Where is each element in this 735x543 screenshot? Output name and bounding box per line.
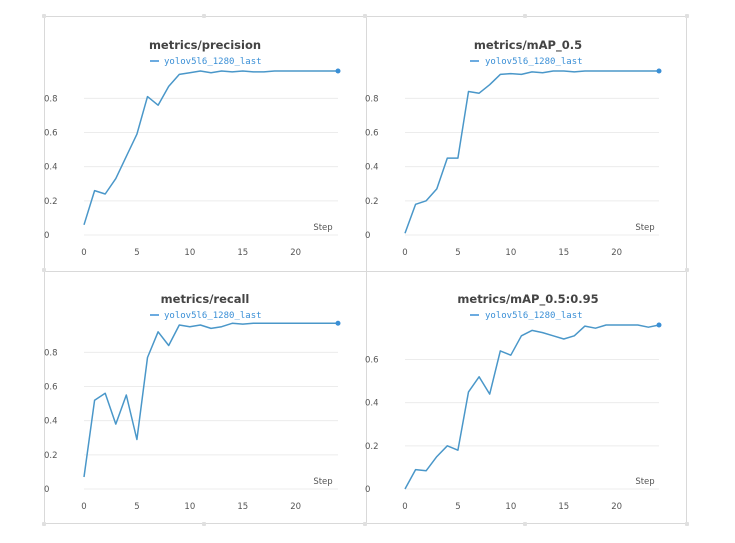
x-tick-label: 5 bbox=[455, 248, 460, 258]
y-tick-label: 0.6 bbox=[365, 356, 379, 366]
x-tick-label: 0 bbox=[81, 502, 86, 512]
y-tick-label: 0.4 bbox=[365, 163, 379, 173]
chart-title: metrics/recall bbox=[161, 292, 250, 306]
x-tick-label: 5 bbox=[134, 502, 139, 512]
resize-handle[interactable] bbox=[685, 522, 689, 526]
x-tick-label: 5 bbox=[134, 248, 139, 258]
series-line bbox=[404, 70, 659, 234]
x-tick-label: 10 bbox=[184, 248, 195, 258]
y-tick-label: 0.2 bbox=[44, 197, 58, 207]
x-axis-label: Step bbox=[313, 223, 332, 233]
resize-handle[interactable] bbox=[42, 268, 46, 272]
x-tick-label: 15 bbox=[237, 502, 248, 512]
series-end-point bbox=[656, 68, 662, 74]
x-tick-label: 10 bbox=[505, 502, 516, 512]
resize-handle[interactable] bbox=[202, 14, 206, 18]
resize-handle[interactable] bbox=[202, 522, 206, 526]
series-end-point bbox=[656, 322, 662, 328]
series-line bbox=[83, 70, 338, 226]
x-tick-label: 15 bbox=[558, 248, 569, 258]
resize-handle[interactable] bbox=[42, 522, 46, 526]
chart-panel-3: metrics/recall yolov5l6_1280_last 0 0.2 0.4 0… bbox=[44, 292, 341, 512]
y-tick-label: 0.2 bbox=[365, 197, 379, 207]
legend-label: yolov5l6_1280_last bbox=[164, 311, 262, 321]
series-end-point bbox=[335, 320, 341, 326]
y-tick-label: 0 bbox=[44, 231, 49, 241]
chart-title: metrics/mAP_0.5:0.95 bbox=[457, 292, 598, 307]
x-axis-label: Step bbox=[313, 477, 332, 487]
x-tick-label: 15 bbox=[237, 248, 248, 258]
y-tick-label: 0.6 bbox=[365, 129, 379, 139]
chart-title: metrics/mAP_0.5 bbox=[474, 38, 582, 53]
x-tick-label: 20 bbox=[611, 248, 622, 258]
y-tick-label: 0.8 bbox=[44, 348, 58, 358]
x-tick-label: 20 bbox=[611, 502, 622, 512]
x-tick-label: 10 bbox=[184, 502, 195, 512]
chart-panel-1: metrics/precision yolov5l6_1280_last 0 0.2 0… bbox=[44, 38, 341, 258]
panel-divider-vertical bbox=[366, 17, 367, 523]
chart-panel-4: metrics/mAP_0.5:0.95 yolov5l6_1280_last 0 0… bbox=[365, 292, 662, 512]
resize-handle[interactable] bbox=[523, 14, 527, 18]
x-tick-label: 5 bbox=[455, 502, 460, 512]
series-line bbox=[83, 322, 338, 478]
resize-handle[interactable] bbox=[363, 14, 367, 18]
x-tick-label: 0 bbox=[402, 502, 407, 512]
y-tick-label: 0.4 bbox=[44, 163, 58, 173]
y-tick-label: 0.8 bbox=[365, 94, 379, 104]
legend-label: yolov5l6_1280_last bbox=[164, 57, 262, 67]
resize-handle[interactable] bbox=[523, 522, 527, 526]
y-tick-label: 0.4 bbox=[44, 417, 58, 427]
x-tick-label: 20 bbox=[290, 248, 301, 258]
x-tick-label: 10 bbox=[505, 248, 516, 258]
x-tick-label: 0 bbox=[402, 248, 407, 258]
legend-label: yolov5l6_1280_last bbox=[485, 311, 583, 321]
series-end-point bbox=[335, 68, 341, 74]
resize-handle[interactable] bbox=[42, 14, 46, 18]
legend-label: yolov5l6_1280_last bbox=[485, 57, 583, 67]
y-tick-label: 0 bbox=[365, 231, 370, 241]
series-line bbox=[404, 324, 660, 490]
y-tick-label: 0.2 bbox=[365, 442, 379, 452]
resize-handle[interactable] bbox=[685, 268, 689, 272]
y-tick-label: 0.8 bbox=[44, 94, 58, 104]
panel-divider-horizontal bbox=[45, 271, 686, 272]
resize-handle[interactable] bbox=[363, 522, 367, 526]
x-tick-label: 20 bbox=[290, 502, 301, 512]
x-tick-label: 15 bbox=[558, 502, 569, 512]
y-tick-label: 0 bbox=[365, 485, 370, 495]
y-tick-label: 0.6 bbox=[44, 129, 58, 139]
y-tick-label: 0.6 bbox=[44, 383, 58, 393]
resize-handle[interactable] bbox=[685, 14, 689, 18]
x-axis-label: Step bbox=[635, 223, 654, 233]
chart-panel-2: metrics/mAP_0.5 yolov5l6_1280_last 0 0.2 0.4… bbox=[365, 38, 662, 258]
x-axis-label: Step bbox=[635, 477, 654, 487]
x-tick-label: 0 bbox=[81, 248, 86, 258]
y-tick-label: 0.2 bbox=[44, 451, 58, 461]
chart-title: metrics/precision bbox=[149, 38, 261, 52]
y-tick-label: 0.4 bbox=[365, 399, 379, 409]
y-tick-label: 0 bbox=[44, 485, 49, 495]
